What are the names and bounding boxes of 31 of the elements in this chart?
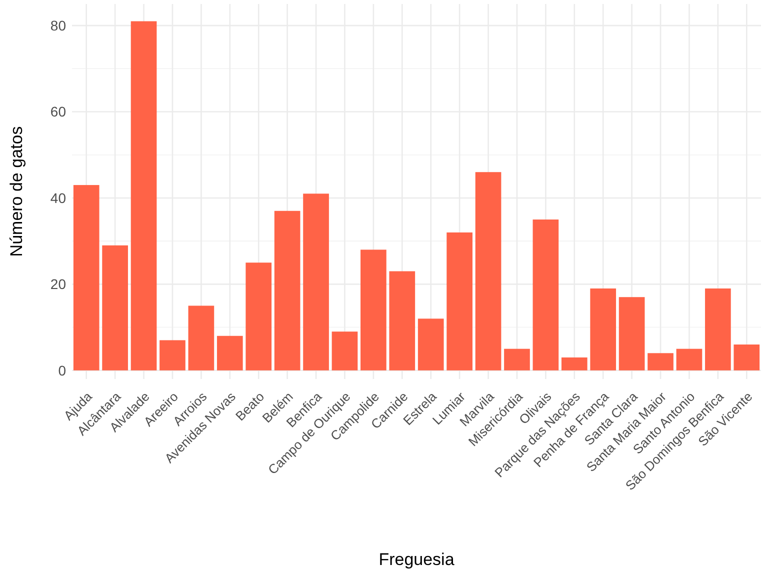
bar [618, 297, 645, 370]
bar [705, 288, 731, 370]
y-tick-label: 0 [58, 362, 66, 378]
bar [590, 288, 616, 370]
bar [418, 318, 444, 370]
bar [216, 336, 243, 370]
bar [734, 344, 760, 370]
bar [274, 210, 300, 370]
bar [73, 185, 100, 370]
bar [504, 348, 530, 370]
bar [102, 245, 128, 370]
y-axis-title: Número de gatos [7, 126, 26, 257]
bar [246, 262, 272, 370]
bar [389, 271, 416, 370]
y-tick-label: 80 [50, 17, 66, 34]
y-tick-label: 40 [50, 190, 66, 206]
y-tick-label: 20 [50, 276, 66, 292]
bar [446, 232, 472, 370]
bar [561, 357, 588, 370]
bar [160, 340, 186, 370]
bar [303, 194, 329, 370]
bar [676, 348, 702, 370]
bar [360, 250, 386, 370]
bar [332, 332, 358, 370]
bar [532, 220, 559, 370]
bar [475, 172, 502, 370]
x-axis-title: Freguesia [378, 550, 455, 569]
y-tick-label: 60 [50, 104, 66, 120]
bar [130, 21, 157, 370]
bar [648, 353, 674, 370]
bar [188, 306, 214, 370]
